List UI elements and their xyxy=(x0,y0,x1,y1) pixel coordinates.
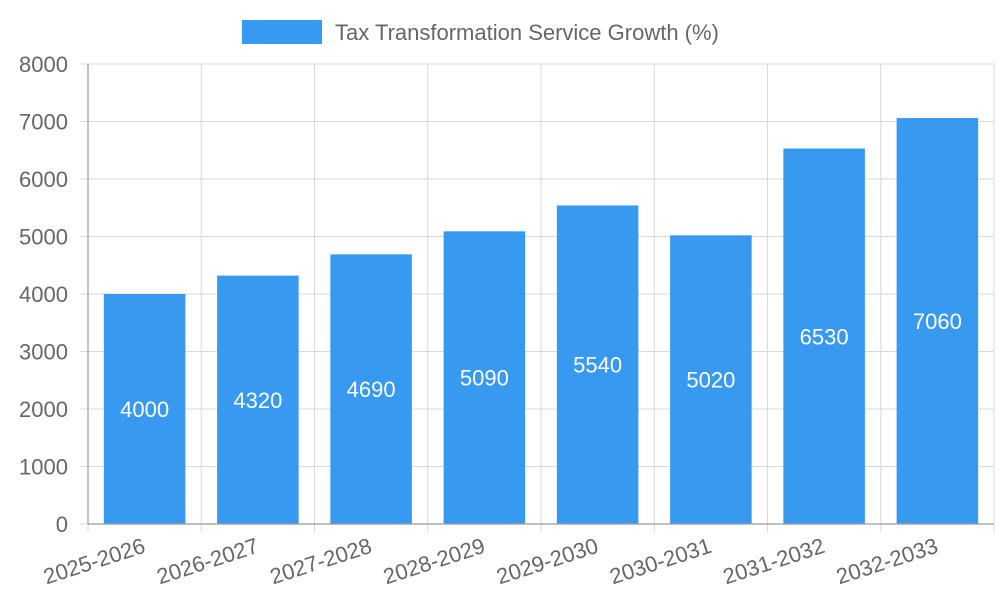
x-tick-label: 2030-2031 xyxy=(607,533,715,589)
y-tick-label: 5000 xyxy=(19,225,68,250)
y-tick-label: 3000 xyxy=(19,340,68,365)
y-tick-label: 1000 xyxy=(19,455,68,480)
grid-lines xyxy=(80,63,995,532)
bars: 4000 4320 4690 5090 5540 5020 6530 7060 xyxy=(103,118,979,525)
y-tick-label: 2000 xyxy=(19,397,68,422)
x-tick-label: 2027-2028 xyxy=(267,533,375,589)
bar[interactable] xyxy=(783,148,865,524)
bar[interactable] xyxy=(443,231,526,524)
bar-value-label: 5090 xyxy=(460,366,509,391)
x-tick-label: 2031-2032 xyxy=(720,533,828,589)
bar-value-label: 5540 xyxy=(573,353,622,378)
bar[interactable] xyxy=(217,275,299,524)
bar-value-label: 7060 xyxy=(913,309,962,334)
x-tick-label: 2032-2033 xyxy=(833,533,941,589)
legend-label[interactable]: Tax Transformation Service Growth (%) xyxy=(335,20,719,45)
x-tick-label: 2028-2029 xyxy=(380,533,488,589)
y-tick-label: 4000 xyxy=(19,282,68,307)
bar[interactable] xyxy=(103,294,186,524)
bar-value-label: 4320 xyxy=(233,388,282,413)
y-tick-label: 8000 xyxy=(19,52,68,77)
y-tick-label: 0 xyxy=(56,512,68,537)
x-tick-label: 2025-2026 xyxy=(40,533,148,589)
y-tick-label: 6000 xyxy=(19,167,68,192)
bar[interactable] xyxy=(330,254,412,524)
bar[interactable] xyxy=(556,205,639,524)
x-tick-label: 2029-2030 xyxy=(493,533,601,589)
bar[interactable] xyxy=(896,118,979,525)
y-tick-label: 7000 xyxy=(19,110,68,135)
bar-value-label: 5020 xyxy=(686,368,735,393)
x-tick-label: 2026-2027 xyxy=(154,533,262,589)
bar[interactable] xyxy=(670,235,752,524)
legend[interactable]: Tax Transformation Service Growth (%) xyxy=(242,20,719,45)
bar-value-label: 4690 xyxy=(347,377,396,402)
bar-value-label: 4000 xyxy=(120,397,169,422)
legend-swatch[interactable] xyxy=(242,20,322,44)
bar-value-label: 6530 xyxy=(800,324,849,349)
